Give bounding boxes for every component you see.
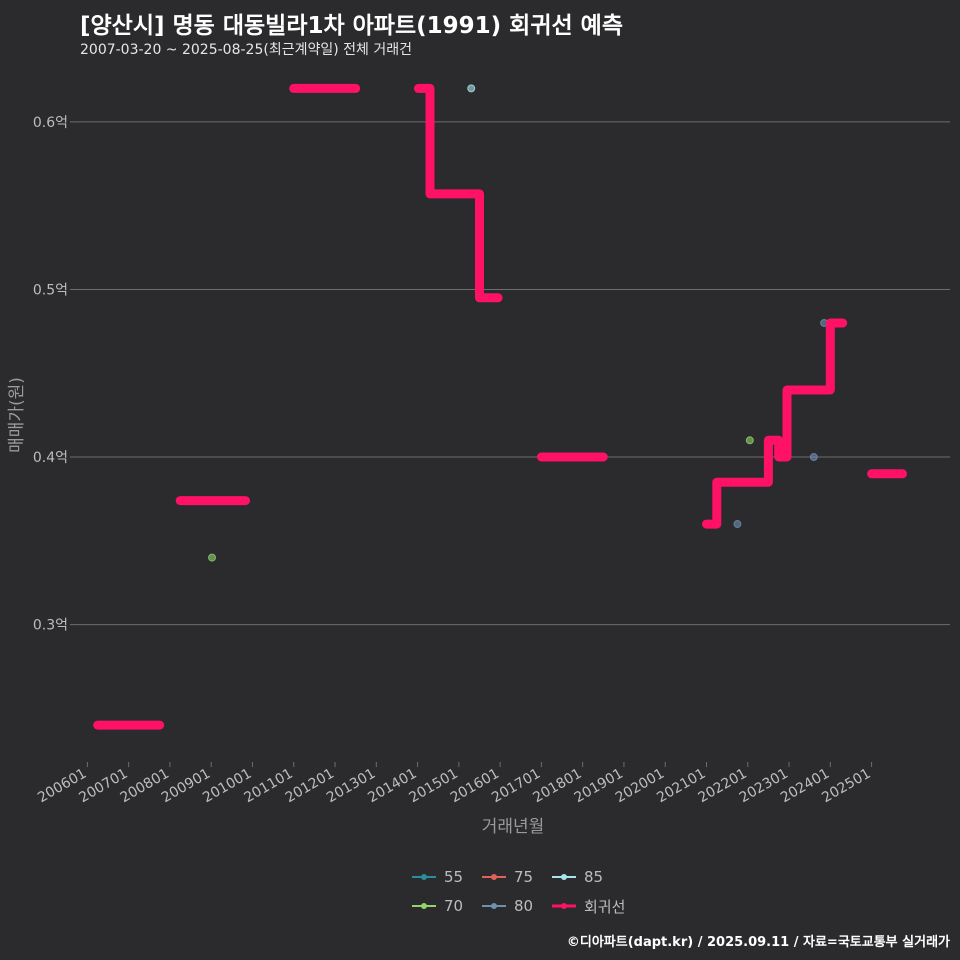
scatter-point-85 [467, 84, 476, 93]
regression-segment [413, 83, 503, 303]
legend-swatch-80-icon [482, 903, 506, 909]
legend-item-55: 55 [410, 866, 463, 888]
source-caption: ©디아파트(dapt.kr) / 2025.09.11 / 자료=국토교통부 실… [566, 935, 950, 950]
scatter-point-80 [733, 520, 742, 529]
scatter-point-70 [208, 553, 217, 562]
legend-swatch-70-icon [412, 903, 436, 909]
x-axis-ticks: 2006012007012008012009012010012011012012… [35, 762, 874, 806]
legend: 55 75 85 70 80 회귀선 [410, 866, 650, 926]
legend-item-80: 80 [480, 895, 533, 917]
scatter-point-80 [809, 453, 818, 462]
scatter-points [208, 84, 829, 562]
y-tick-label: 0.6억 [33, 115, 68, 131]
legend-label-85: 85 [584, 868, 604, 886]
y-tick-label: 0.4억 [33, 450, 68, 466]
legend-swatch-55-icon [412, 874, 436, 880]
y-tick-label: 0.3억 [33, 618, 68, 634]
legend-item-regression: 회귀선 [550, 895, 625, 917]
y-tick-label: 0.5억 [33, 282, 68, 298]
chart-subtitle: 2007-03-20 ~ 2025-08-25(최근계약일) 전체 거래건 [80, 42, 412, 58]
chart-title: [양산시] 명동 대동빌라1차 아파트(1991) 회귀선 예측 [80, 13, 623, 39]
legend-item-70: 70 [410, 895, 463, 917]
legend-label-55: 55 [444, 868, 464, 886]
legend-label-80: 80 [514, 897, 534, 915]
legend-swatch-85-icon [552, 874, 576, 880]
grid-lines [75, 121, 950, 626]
legend-label-70: 70 [444, 897, 464, 915]
y-axis-ticks: 0.3억 0.4억 0.5억 0.6억 [33, 115, 75, 634]
scatter-point-70 [745, 436, 754, 445]
legend-label-75: 75 [514, 868, 534, 886]
legend-swatch-75-icon [482, 874, 506, 880]
legend-item-85: 85 [550, 866, 603, 888]
regression-lines [93, 83, 907, 730]
y-axis-label: 매매가(원) [7, 377, 27, 453]
x-axis-label: 거래년월 [482, 817, 545, 837]
legend-label-regression: 회귀선 [584, 897, 626, 916]
legend-item-75: 75 [480, 866, 533, 888]
regression-segment [702, 318, 848, 529]
legend-swatch-regression-icon [552, 903, 576, 909]
